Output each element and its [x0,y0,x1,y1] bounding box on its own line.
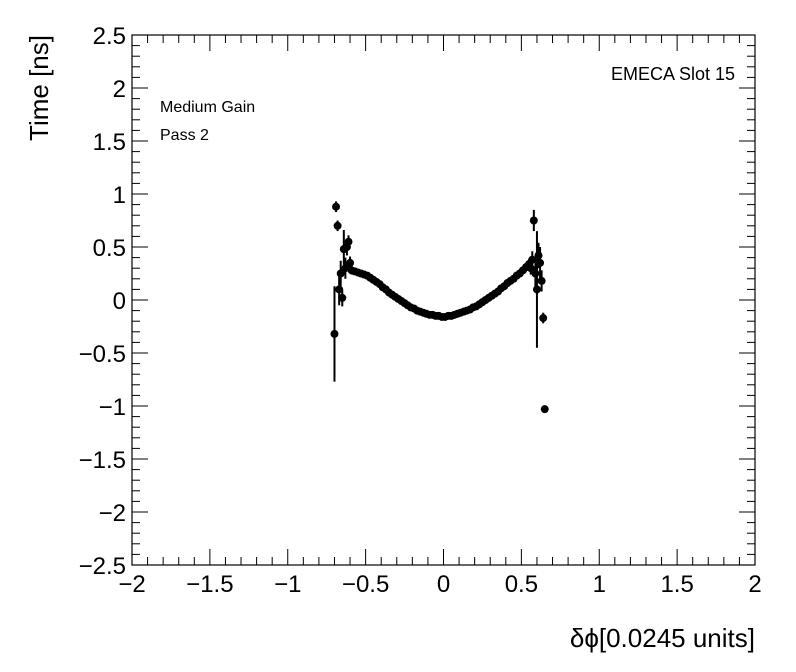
data-point [333,220,342,232]
data-point [336,260,345,287]
data-point [537,270,546,292]
data-point [528,251,537,269]
y-tick-label: 1.5 [93,129,126,156]
marker [341,264,350,273]
y-tick-label: 2.5 [93,23,126,50]
marker [330,329,339,338]
y-tick-label: −1 [99,394,126,421]
marker [534,251,543,260]
pass-annotation: Pass 2 [160,127,209,144]
x-tick-label: 0 [437,571,450,598]
y-tick-label: −2 [99,500,126,527]
data-point [338,289,347,307]
x-tick-label: 1 [593,571,606,598]
marker [540,405,549,414]
marker [532,285,541,294]
gain-annotation: Medium Gain [160,99,255,116]
axis-tick-labels: −2 −1.5 −1 −0.5 0 0.5 1 1.5 2−2.5−2−1.5−1−0.500.… [79,23,762,598]
marker [346,258,355,267]
x-tick-label: −1 [274,571,301,598]
marker [531,269,540,278]
data-point [532,231,541,348]
data-point [341,257,350,279]
data-point [536,247,545,279]
data-point [332,201,341,213]
data-point [539,312,548,324]
y-tick-label: 2 [113,76,126,103]
marker [335,285,344,294]
data-point [344,235,353,249]
x-tick-label: −0.5 [342,571,389,598]
y-axis-title: Time [ns] [24,35,54,141]
x-tick-label: 0.5 [505,571,538,598]
y-tick-label: −1.5 [79,447,126,474]
data-point [540,405,549,414]
y-tick-label: −0.5 [79,341,126,368]
marker [529,216,538,225]
data-point [529,209,538,232]
x-tick-label: −2 [118,571,145,598]
marker [539,314,548,323]
slot-annotation: EMECA Slot 15 [611,64,735,84]
y-tick-label: 0 [113,288,126,315]
x-tick-label: 2 [748,571,761,598]
marker [528,255,537,264]
marker [344,237,353,246]
marker [537,276,546,285]
data-point [330,286,339,382]
marker [333,221,342,230]
x-tick-label: −1.5 [186,571,233,598]
marker [536,258,545,267]
marker [332,202,341,211]
marker [338,293,347,302]
x-axis-title: δϕ[0.0245 units] [570,623,755,653]
axis-ticks [131,34,756,566]
y-tick-label: 1 [113,182,126,209]
y-tick-label: −2.5 [79,553,126,580]
marker [336,269,345,278]
data-points [330,201,549,414]
y-tick-label: 0.5 [93,235,126,262]
x-tick-label: 1.5 [660,571,693,598]
